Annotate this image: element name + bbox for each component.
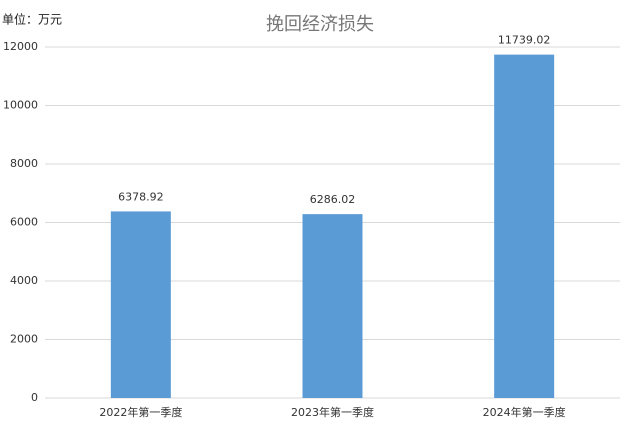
x-tick-label: 2022年第一季度 <box>99 405 182 419</box>
unit-label: 单位：万元 <box>2 12 62 27</box>
data-label: 6286.02 <box>310 193 356 206</box>
y-tick-label: 10000 <box>3 99 38 112</box>
x-tick-label: 2023年第一季度 <box>291 405 374 419</box>
bar <box>494 54 555 398</box>
y-tick-label: 0 <box>31 391 38 404</box>
y-tick-label: 12000 <box>3 40 38 53</box>
y-tick-label: 8000 <box>10 157 38 170</box>
y-tick-label: 6000 <box>10 216 38 229</box>
data-label: 6378.92 <box>118 190 164 203</box>
x-tick-label: 2024年第一季度 <box>483 405 566 419</box>
chart-title: 挽回经济损失 <box>266 14 374 35</box>
y-tick-label: 4000 <box>10 274 38 287</box>
y-tick-label: 2000 <box>10 333 38 346</box>
data-label: 11739.02 <box>498 34 551 47</box>
bar <box>110 211 171 398</box>
bar <box>302 214 363 398</box>
